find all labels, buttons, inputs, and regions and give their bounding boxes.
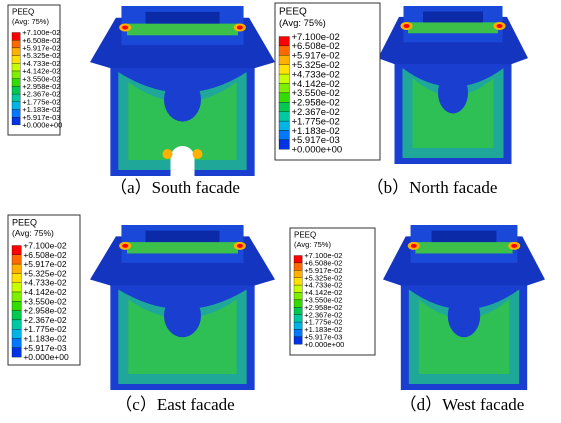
legend-swatch (12, 255, 21, 264)
legend-swatch (279, 112, 289, 121)
legend-swatch (279, 74, 289, 83)
legend-title: PEEQ (294, 231, 316, 240)
legend-title: PEEQ (12, 218, 37, 228)
legend-swatch (12, 56, 20, 64)
legend-swatch (12, 102, 20, 110)
hotspot (122, 26, 128, 30)
legend-swatch (294, 307, 302, 314)
legend-swatch (12, 79, 20, 87)
low-zone (448, 294, 480, 337)
legend-swatch (12, 320, 21, 329)
cap-inner (146, 12, 220, 24)
legend-swatch (12, 71, 20, 79)
legend-swatch (294, 285, 302, 292)
legend-swatch (12, 246, 21, 255)
cap-band (408, 22, 498, 33)
legend-subtitle: (Avg: 75%) (12, 228, 54, 238)
legend-swatch (12, 48, 20, 56)
legend-swatch (12, 86, 20, 94)
legend-swatch (294, 322, 302, 329)
legend-swatch (12, 329, 21, 338)
legend-title: PEEQ (12, 8, 34, 17)
cap-band (415, 242, 512, 253)
legend-subtitle: (Avg: 75%) (279, 18, 326, 29)
legend-swatch (12, 117, 20, 125)
legend-swatch (12, 273, 21, 282)
low-zone (164, 77, 201, 121)
door (171, 146, 195, 176)
legend-swatch (294, 293, 302, 300)
legend-level: +0.000e+00 (304, 340, 344, 349)
cap-inner (146, 231, 220, 242)
legend-subtitle: (Avg: 75%) (294, 240, 331, 249)
legend-swatch (279, 93, 289, 102)
legend-swatch (12, 339, 21, 348)
hotspot (237, 244, 243, 248)
panel: PEEQ(Avg: 75%)+7.100e-02+6.508e-02+5.917… (275, 3, 528, 197)
caption: （a）South facade (110, 178, 240, 197)
legend-title: PEEQ (279, 7, 307, 18)
hotspot (193, 149, 203, 159)
legend-level: +0.000e+00 (23, 352, 69, 362)
caption: （c）East facade (115, 395, 234, 414)
panel: PEEQ(Avg: 75%)+7.100e-02+6.508e-02+5.917… (8, 5, 275, 197)
legend-swatch (294, 315, 302, 322)
legend-subtitle: (Avg: 75%) (12, 17, 49, 26)
legend-swatch (279, 131, 289, 140)
legend-swatch (12, 311, 21, 320)
legend-swatch (12, 348, 21, 357)
hotspot (404, 24, 410, 28)
legend-swatch (294, 278, 302, 285)
legend-swatch (294, 330, 302, 337)
hotspot (411, 244, 417, 248)
caption: （d）West facade (400, 395, 525, 414)
hotspot (122, 244, 128, 248)
legend-swatch (279, 46, 289, 55)
legend-swatch (294, 300, 302, 307)
legend-swatch (12, 33, 20, 41)
legend-swatch (294, 337, 302, 344)
legend-swatch (279, 37, 289, 46)
legend-swatch (294, 256, 302, 263)
low-zone (438, 72, 468, 113)
legend-swatch (12, 40, 20, 48)
legend-swatch (12, 94, 20, 102)
legend-swatch (279, 121, 289, 130)
cap-inner (432, 231, 497, 242)
hotspot (237, 26, 243, 30)
hotspot (163, 149, 173, 159)
legend-swatch (294, 263, 302, 270)
hotspot (497, 24, 503, 28)
legend-swatch (279, 102, 289, 111)
legend-swatch (12, 110, 20, 118)
legend-swatch (279, 84, 289, 93)
cap-band (127, 242, 238, 253)
legend-swatch (12, 283, 21, 292)
cap-inner (423, 11, 483, 22)
legend-swatch (12, 264, 21, 273)
cap-band (127, 24, 238, 36)
legend-swatch (279, 140, 289, 149)
panel: PEEQ(Avg: 75%)+7.100e-02+6.508e-02+5.917… (8, 215, 275, 414)
hotspot (511, 244, 517, 248)
low-zone (164, 294, 201, 337)
legend-swatch (279, 65, 289, 74)
legend-level: +0.000e+00 (22, 121, 62, 130)
figure: PEEQ(Avg: 75%)+7.100e-02+6.508e-02+5.917… (0, 0, 561, 423)
legend-swatch (12, 292, 21, 301)
legend-swatch (279, 55, 289, 64)
caption: （b）North facade (367, 178, 498, 197)
legend-swatch (12, 63, 20, 71)
legend-swatch (294, 270, 302, 277)
panel: PEEQ(Avg: 75%)+7.100e-02+6.508e-02+5.917… (290, 225, 545, 414)
legend-level: +0.000e+00 (291, 145, 342, 156)
legend-swatch (12, 301, 21, 310)
